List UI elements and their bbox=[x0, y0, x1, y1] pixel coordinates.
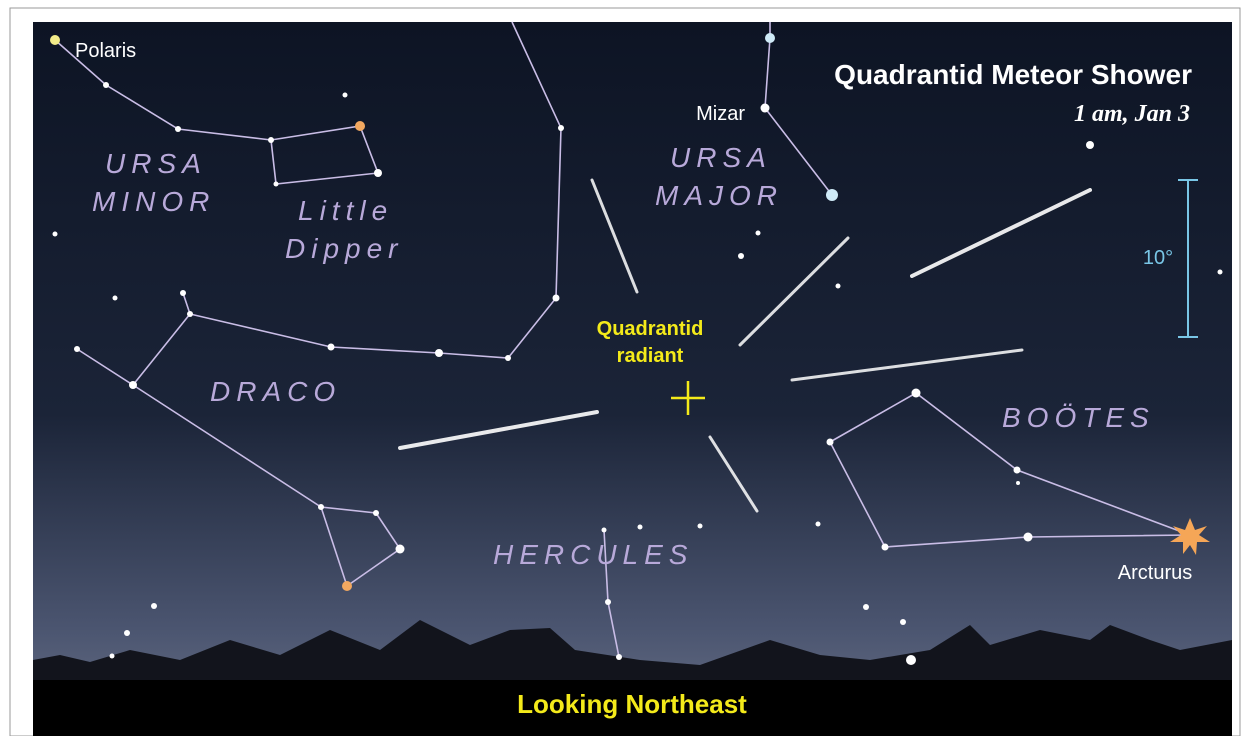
constellation-label: DRACO bbox=[210, 376, 341, 407]
star bbox=[180, 290, 186, 296]
star bbox=[187, 311, 193, 317]
star bbox=[761, 104, 770, 113]
star bbox=[74, 346, 80, 352]
constellation-label: MINOR bbox=[92, 186, 215, 217]
star bbox=[1014, 467, 1021, 474]
star bbox=[827, 439, 834, 446]
star bbox=[318, 504, 324, 510]
star bbox=[638, 525, 643, 530]
star bbox=[900, 619, 906, 625]
star bbox=[1086, 141, 1094, 149]
star bbox=[738, 253, 744, 259]
star bbox=[816, 522, 821, 527]
page: Quadrantid Meteor Shower 1 am, Jan 3 Pol… bbox=[0, 0, 1249, 736]
star bbox=[103, 82, 109, 88]
star bbox=[268, 137, 274, 143]
subtitle: 1 am, Jan 3 bbox=[1074, 101, 1190, 127]
title: Quadrantid Meteor Shower bbox=[834, 59, 1192, 90]
star bbox=[124, 630, 130, 636]
star bbox=[1218, 270, 1223, 275]
star bbox=[113, 296, 118, 301]
star-label: Mizar bbox=[696, 103, 745, 125]
star bbox=[882, 544, 889, 551]
scale-label: 10° bbox=[1143, 247, 1173, 269]
star bbox=[50, 35, 60, 45]
star bbox=[765, 33, 775, 43]
star bbox=[602, 528, 607, 533]
constellation-label: BOÖTES bbox=[1002, 402, 1155, 433]
star bbox=[373, 510, 379, 516]
constellation-label: Little bbox=[298, 195, 393, 226]
star bbox=[151, 603, 157, 609]
radiant-label: Quadrantid bbox=[597, 318, 704, 340]
star bbox=[343, 93, 348, 98]
star bbox=[863, 604, 869, 610]
sky-chart: Quadrantid Meteor Shower 1 am, Jan 3 Pol… bbox=[0, 0, 1249, 736]
star bbox=[1016, 481, 1020, 485]
radiant-label: radiant bbox=[617, 345, 684, 367]
constellation-label: URSA bbox=[670, 142, 772, 173]
star bbox=[175, 126, 181, 132]
star bbox=[396, 545, 405, 554]
star bbox=[756, 231, 761, 236]
star bbox=[505, 355, 511, 361]
star bbox=[605, 599, 611, 605]
star bbox=[836, 284, 841, 289]
star bbox=[129, 381, 137, 389]
star bbox=[698, 524, 703, 529]
star bbox=[328, 344, 335, 351]
star bbox=[553, 295, 560, 302]
constellation-label: Dipper bbox=[285, 233, 403, 264]
star bbox=[53, 232, 58, 237]
star bbox=[826, 189, 838, 201]
star bbox=[342, 581, 352, 591]
star bbox=[374, 169, 382, 177]
star bbox=[1024, 533, 1033, 542]
star bbox=[912, 389, 921, 398]
constellation-label: MAJOR bbox=[655, 180, 783, 211]
star-label: Arcturus bbox=[1118, 562, 1192, 584]
footer: Looking Northeast bbox=[517, 689, 747, 719]
constellation-label: HERCULES bbox=[493, 539, 693, 570]
constellation-label: URSA bbox=[105, 148, 207, 179]
star bbox=[274, 182, 279, 187]
star-label: Polaris bbox=[75, 40, 136, 62]
star bbox=[110, 654, 115, 659]
star bbox=[906, 655, 916, 665]
star bbox=[435, 349, 443, 357]
star bbox=[558, 125, 564, 131]
star bbox=[355, 121, 365, 131]
star bbox=[616, 654, 622, 660]
